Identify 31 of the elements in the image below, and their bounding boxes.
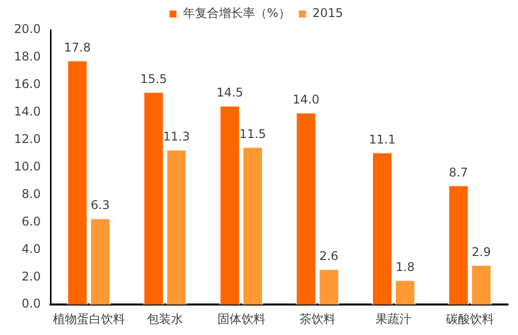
legend-label: 2015: [312, 6, 343, 20]
data-label: 2.9: [472, 244, 491, 259]
x-tick-label: 碳酸饮料: [444, 312, 494, 326]
data-label: 15.5: [140, 72, 167, 86]
x-tick-label: 茶饮料: [299, 312, 336, 326]
x-tick-label: 植物蛋白饮料: [52, 312, 125, 326]
y-tick-label: 8.0: [22, 186, 41, 201]
y-tick-label: 2.0: [22, 269, 41, 284]
data-label: 11.5: [239, 126, 266, 141]
y-tick-label: 6.0: [22, 214, 41, 228]
y-tick-label: 20.0: [14, 22, 41, 36]
data-label: 11.1: [368, 132, 396, 146]
y-tick-label: 14.0: [14, 104, 41, 119]
y-tick-label: 12.0: [14, 132, 41, 146]
y-tick-label: 10.0: [14, 159, 41, 174]
data-label: 6.3: [90, 198, 110, 212]
x-tick-label: 固体饮料: [217, 312, 266, 326]
data-label: 17.8: [64, 40, 91, 54]
y-tick-label: 18.0: [14, 50, 41, 64]
y-tick-label: 0.0: [22, 296, 41, 311]
data-label: 1.8: [396, 260, 415, 274]
data-label: 11.3: [163, 130, 190, 144]
data-label: 14.5: [216, 86, 244, 100]
data-label: 8.7: [448, 165, 468, 180]
x-tick-label: 果蔬汁: [376, 312, 412, 326]
legend-label: 年复合增长率（%）: [183, 6, 290, 20]
data-label: 14.0: [292, 92, 320, 107]
y-tick-label: 4.0: [22, 242, 41, 256]
x-tick-label: 包装水: [147, 312, 184, 326]
y-tick-label: 16.0: [14, 77, 41, 92]
data-label: 2.6: [319, 249, 338, 264]
